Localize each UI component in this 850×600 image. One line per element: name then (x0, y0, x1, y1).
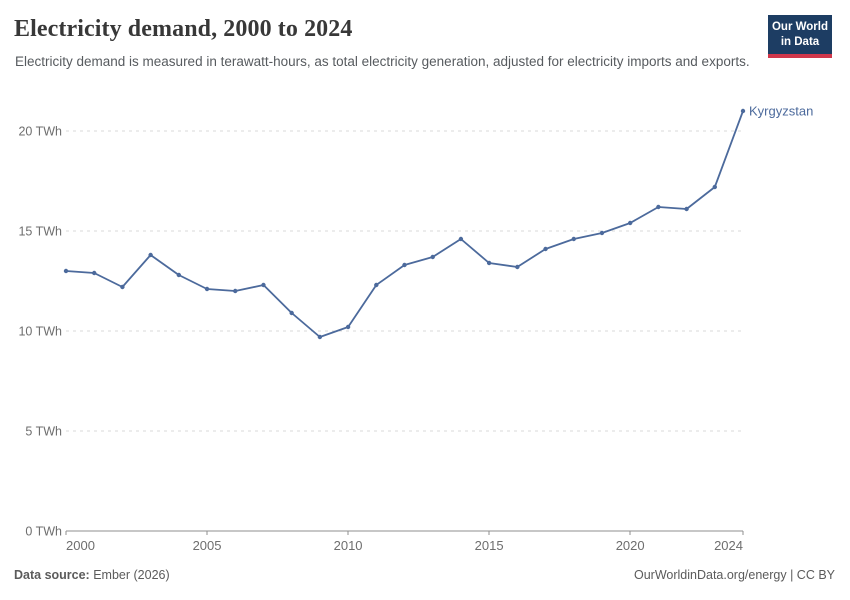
data-point-2010[interactable] (345, 324, 351, 330)
y-tick-label-0: 0 TWh (25, 525, 62, 539)
data-point-2019[interactable] (599, 230, 605, 236)
y-tick-label-15: 15 TWh (18, 225, 62, 239)
x-tick-label-2020: 2020 (616, 538, 645, 553)
data-point-2018[interactable] (571, 236, 576, 242)
x-tick-label-2015: 2015 (475, 538, 504, 553)
data-point-2005[interactable] (204, 286, 210, 292)
data-point-2001[interactable] (92, 270, 97, 276)
data-point-2003[interactable] (148, 252, 153, 258)
data-point-2004[interactable] (176, 272, 182, 278)
owid-logo-line1: Our World (771, 21, 828, 33)
attribution-link[interactable]: OurWorldinData.org/energy | CC BY (633, 568, 835, 582)
data-point-2008[interactable] (289, 310, 294, 316)
data-point-2009[interactable] (317, 334, 323, 340)
series-label-kyrgyzstan[interactable]: Kyrgyzstan (749, 104, 813, 119)
data-point-2012[interactable] (402, 262, 407, 268)
series-line-kyrgyzstan[interactable] (65, 110, 744, 338)
data-point-2015[interactable] (486, 260, 492, 266)
data-source-label: Data source: (14, 568, 90, 582)
owid-logo: Our World in Data (768, 15, 832, 58)
data-point-2013[interactable] (430, 254, 435, 260)
x-tick-label-2024: 2024 (714, 538, 743, 553)
data-point-2011[interactable] (374, 282, 379, 288)
y-tick-label-10: 10 TWh (18, 325, 62, 339)
data-point-2007[interactable] (261, 282, 266, 288)
data-point-2024[interactable] (740, 108, 746, 114)
data-point-2016[interactable] (515, 264, 520, 270)
x-tick-label-2000: 2000 (66, 538, 95, 553)
data-point-2006[interactable] (233, 288, 238, 294)
data-point-2021[interactable] (656, 204, 661, 210)
page-title: Electricity demand, 2000 to 2024 (14, 16, 353, 42)
chart-footer: Data source: Ember (2026) OurWorldinData… (14, 568, 835, 582)
y-tick-label-5: 5 TWh (25, 425, 62, 439)
x-tick-label-2010: 2010 (334, 538, 363, 553)
data-point-2002[interactable] (120, 284, 125, 290)
data-point-2022[interactable] (684, 206, 689, 212)
data-point-2000[interactable] (63, 268, 69, 274)
x-tick-label-2005: 2005 (193, 538, 222, 553)
data-source-value: Ember (2026) (93, 568, 170, 582)
page-subtitle: Electricity demand is measured in terawa… (15, 54, 750, 69)
data-point-2023[interactable] (712, 184, 717, 190)
y-tick-label-20: 20 TWh (18, 125, 62, 139)
data-point-2017[interactable] (543, 246, 548, 252)
data-point-2014[interactable] (458, 236, 464, 242)
data-point-2020[interactable] (627, 220, 633, 226)
owid-logo-line2: in Data (780, 35, 820, 48)
data-source-note: Data source: Ember (2026) (14, 568, 170, 582)
